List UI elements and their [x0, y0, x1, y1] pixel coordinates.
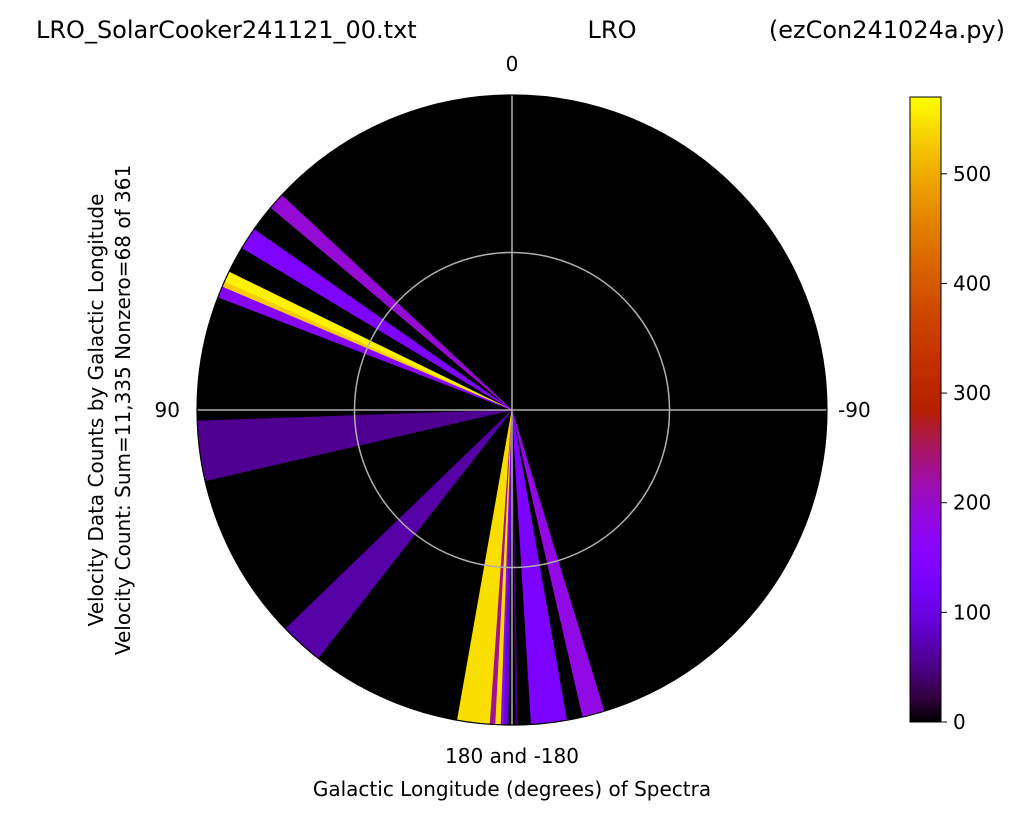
direction-label-top: 0: [506, 52, 519, 76]
colorbar-tick-label-100: 100: [953, 600, 991, 624]
colorbar-tick-label-500: 500: [953, 162, 991, 186]
colorbar: 0 100 200 300 400 500: [909, 96, 991, 734]
colorbar-tick-label-400: 400: [953, 271, 991, 295]
colorbar-tick-label-200: 200: [953, 491, 991, 515]
header-left: LRO_SolarCooker241121_00.txt: [36, 16, 417, 44]
direction-label-right: -90: [838, 398, 871, 422]
direction-label-bottom: 180 and -180: [445, 744, 579, 768]
polar-plot-area: [196, 94, 828, 726]
polar-outline: [196, 94, 828, 726]
x-axis-label: Galactic Longitude (degrees) of Spectra: [313, 777, 711, 801]
header-center: LRO: [588, 16, 637, 44]
colorbar-ticks: 0 100 200 300 400 500: [941, 162, 991, 734]
wedge-group: [196, 194, 605, 726]
polar-grid: [197, 95, 827, 725]
direction-label-left: 90: [155, 398, 180, 422]
colorbar-tick-label-0: 0: [953, 710, 966, 734]
colorbar-gradient: [909, 96, 942, 723]
header-right: (ezCon241024a.py): [769, 16, 1005, 44]
colorbar-tick-label-300: 300: [953, 381, 991, 405]
y-axis-label-line1: Velocity Data Counts by Galactic Longitu…: [84, 194, 108, 627]
y-axis-label-line2: Velocity Count: Sum=11,335 Nonzero=68 of…: [111, 165, 135, 655]
